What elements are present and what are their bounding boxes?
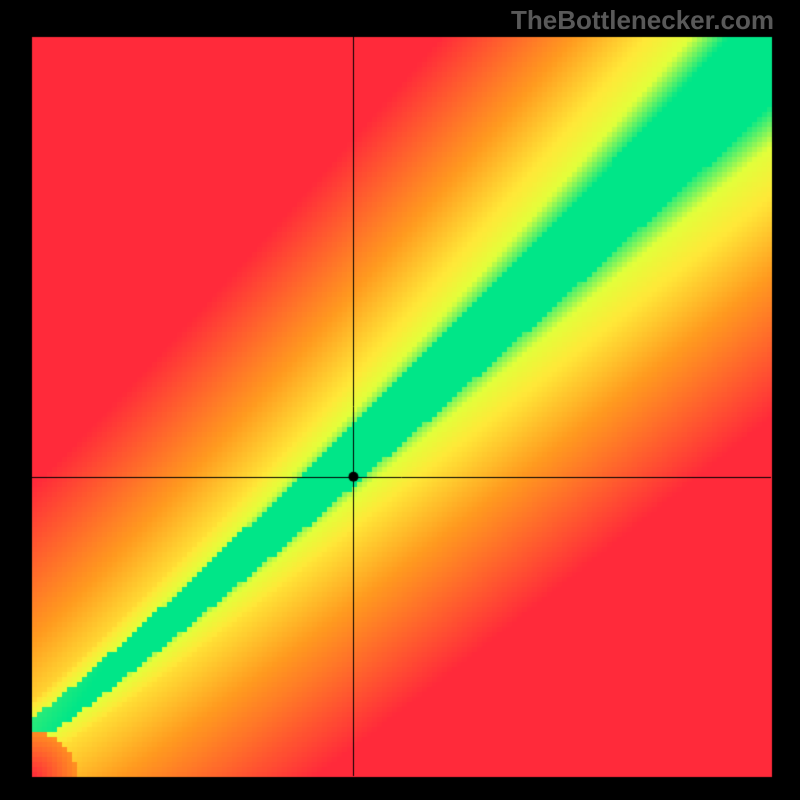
- bottleneck-heatmap-canvas: [0, 0, 800, 800]
- chart-container: TheBottlenecker.com: [0, 0, 800, 800]
- watermark-text: TheBottlenecker.com: [511, 5, 774, 36]
